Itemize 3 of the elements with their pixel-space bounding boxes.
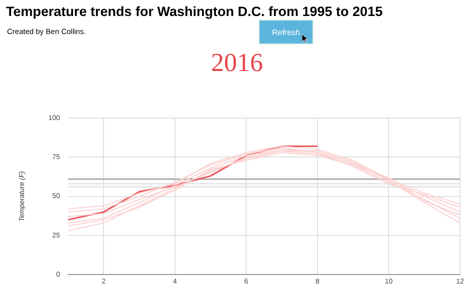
text: 2016: [210, 48, 264, 78]
chart-title: Temperature trends for Washington D.C. from 1995 to 2015: [6, 4, 383, 19]
text: Refresh: [259, 20, 313, 44]
